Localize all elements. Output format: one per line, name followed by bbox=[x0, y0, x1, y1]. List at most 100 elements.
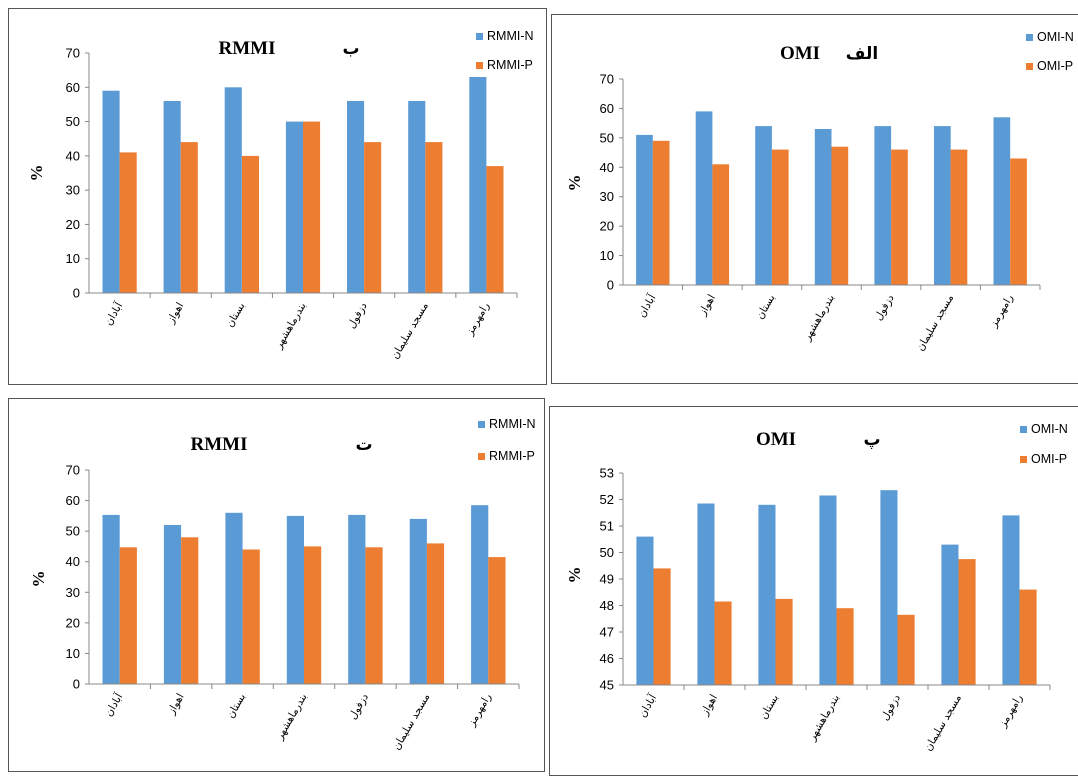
x-category-label: اهواز bbox=[698, 693, 720, 719]
bar-omi-p bbox=[771, 149, 789, 285]
legend-label: RMMI-N bbox=[487, 29, 534, 43]
bar-rmmi-n bbox=[102, 514, 120, 684]
legend-swatch bbox=[478, 453, 485, 460]
bar-rmmi-n bbox=[348, 514, 366, 684]
y-tick-label: 0 bbox=[73, 286, 80, 301]
x-category-label: دزفول bbox=[879, 692, 903, 722]
y-tick-label: 60 bbox=[66, 493, 80, 508]
bar-rmmi-n bbox=[163, 101, 181, 293]
x-category-label: دزفول bbox=[347, 691, 371, 721]
y-tick-label: 53 bbox=[600, 466, 614, 481]
bar-omi-n bbox=[636, 536, 654, 685]
x-category-label: رامهرمز bbox=[465, 692, 494, 730]
bar-omi-p bbox=[950, 149, 968, 285]
bar-rmmi-n bbox=[102, 90, 120, 293]
chart-svg: RMMI ب% 0 10 20 30 40 50 60 70 آبادان اهواز بستان بند… bbox=[27, 29, 534, 362]
bar-rmmi-n bbox=[469, 77, 487, 293]
legend-label: RMMI-N bbox=[489, 417, 536, 431]
chart-title: RMMI bbox=[219, 38, 276, 59]
chart-title: OMI bbox=[780, 43, 820, 64]
legend-swatch bbox=[1020, 426, 1027, 433]
panel-letter: الف bbox=[846, 44, 878, 64]
y-tick-label: 52 bbox=[600, 492, 614, 507]
bar-rmmi-n bbox=[347, 101, 365, 293]
legend-swatch bbox=[1020, 456, 1027, 463]
y-tick-label: 50 bbox=[600, 130, 614, 145]
y-tick-label: 51 bbox=[600, 519, 614, 534]
bar-rmmi-p bbox=[488, 557, 506, 684]
chart-title: OMI bbox=[756, 429, 796, 450]
legend-swatch bbox=[1026, 34, 1033, 41]
y-tick-label: 50 bbox=[66, 524, 80, 539]
bar-rmmi-p bbox=[364, 142, 382, 293]
bar-omi-n bbox=[1002, 515, 1020, 685]
x-category-label: رامهرمز bbox=[996, 693, 1025, 731]
chart-svg: OMI الف% 0 10 20 30 40 50 60 70 آبادان اهواز بستان بن… bbox=[565, 30, 1074, 353]
x-category-label: مسجد سلیمان bbox=[922, 693, 964, 754]
bar-rmmi-n bbox=[409, 518, 427, 684]
y-tick-label: 46 bbox=[600, 651, 614, 666]
chart-panel-omi-top: OMI الف% 0 10 20 30 40 50 60 70 آبادان اهواز بستان بن… bbox=[551, 14, 1078, 384]
x-category-label: مسجد سلیمان bbox=[391, 692, 433, 753]
bar-omi-n bbox=[755, 126, 772, 285]
chart-panel-rmmi-top: RMMI ب% 0 10 20 30 40 50 60 70 آبادان اهواز بستان بند… bbox=[8, 8, 547, 385]
bar-rmmi-p bbox=[486, 166, 504, 293]
y-tick-label: 45 bbox=[600, 678, 614, 693]
y-tick-label: 30 bbox=[600, 189, 614, 204]
bar-rmmi-p bbox=[181, 537, 199, 684]
bar-omi-p bbox=[897, 614, 915, 685]
chart-panel-omi-bottom: OMI پ% 45 46 47 48 49 50 51 52 53 آبادان اهواز بستان ب… bbox=[549, 406, 1078, 776]
y-tick-label: 70 bbox=[600, 72, 614, 87]
y-tick-label: 50 bbox=[600, 545, 614, 560]
bar-omi-p bbox=[1019, 589, 1037, 685]
bar-omi-n bbox=[814, 129, 832, 285]
bar-rmmi-n bbox=[286, 515, 304, 684]
bar-rmmi-p bbox=[242, 549, 260, 684]
x-category-label: مسجد سلیمان bbox=[389, 301, 431, 362]
bar-omi-n bbox=[993, 117, 1011, 285]
panel-letter: پ bbox=[863, 430, 880, 450]
bar-omi-n bbox=[880, 490, 898, 685]
legend-label: OMI-N bbox=[1031, 422, 1068, 436]
y-tick-label: 10 bbox=[66, 646, 80, 661]
legend-swatch bbox=[476, 62, 483, 69]
y-tick-label: 0 bbox=[607, 278, 614, 293]
bar-rmmi-n bbox=[285, 121, 303, 293]
x-category-label: بستان bbox=[224, 301, 248, 330]
bar-rmmi-p bbox=[241, 155, 259, 293]
bar-omi-n bbox=[697, 503, 715, 685]
y-axis-label: % bbox=[565, 567, 584, 584]
bar-omi-n bbox=[695, 111, 713, 286]
y-tick-label: 20 bbox=[66, 217, 80, 232]
x-category-label: بندرماهشهر bbox=[272, 301, 308, 352]
bar-omi-n bbox=[758, 504, 776, 685]
bar-omi-n bbox=[874, 126, 892, 285]
y-tick-label: 40 bbox=[66, 554, 80, 569]
panel-letter: ت bbox=[355, 435, 372, 455]
chart-panel-rmmi-bottom: RMMI ت% 0 10 20 30 40 50 60 70 آبادان اهواز بستان بند… bbox=[8, 398, 545, 772]
bar-omi-n bbox=[941, 544, 959, 685]
y-tick-label: 20 bbox=[600, 219, 614, 234]
bar-omi-n bbox=[819, 495, 837, 685]
bar-omi-p bbox=[831, 146, 849, 285]
bar-omi-n bbox=[934, 126, 951, 285]
legend-swatch bbox=[1026, 63, 1033, 70]
y-tick-label: 49 bbox=[600, 572, 614, 587]
bar-omi-p bbox=[714, 601, 732, 685]
bar-rmmi-n bbox=[224, 87, 242, 293]
y-tick-label: 50 bbox=[66, 114, 80, 129]
bar-rmmi-p bbox=[119, 547, 137, 684]
x-category-label: بستان bbox=[754, 293, 778, 322]
y-tick-label: 70 bbox=[66, 46, 80, 61]
legend-label: OMI-N bbox=[1037, 30, 1074, 44]
legend-label: RMMI-P bbox=[489, 449, 535, 463]
legend-label: OMI-P bbox=[1031, 452, 1067, 466]
y-tick-label: 60 bbox=[66, 80, 80, 95]
y-tick-label: 0 bbox=[73, 677, 80, 692]
chart-svg: RMMI ت% 0 10 20 30 40 50 60 70 آبادان اهواز بستان بند… bbox=[29, 417, 536, 753]
y-axis-label: % bbox=[565, 175, 584, 192]
bar-rmmi-n bbox=[225, 512, 243, 684]
x-category-label: بندرماهشهر bbox=[801, 293, 837, 344]
bar-omi-p bbox=[836, 608, 854, 685]
bar-rmmi-p bbox=[304, 546, 322, 684]
